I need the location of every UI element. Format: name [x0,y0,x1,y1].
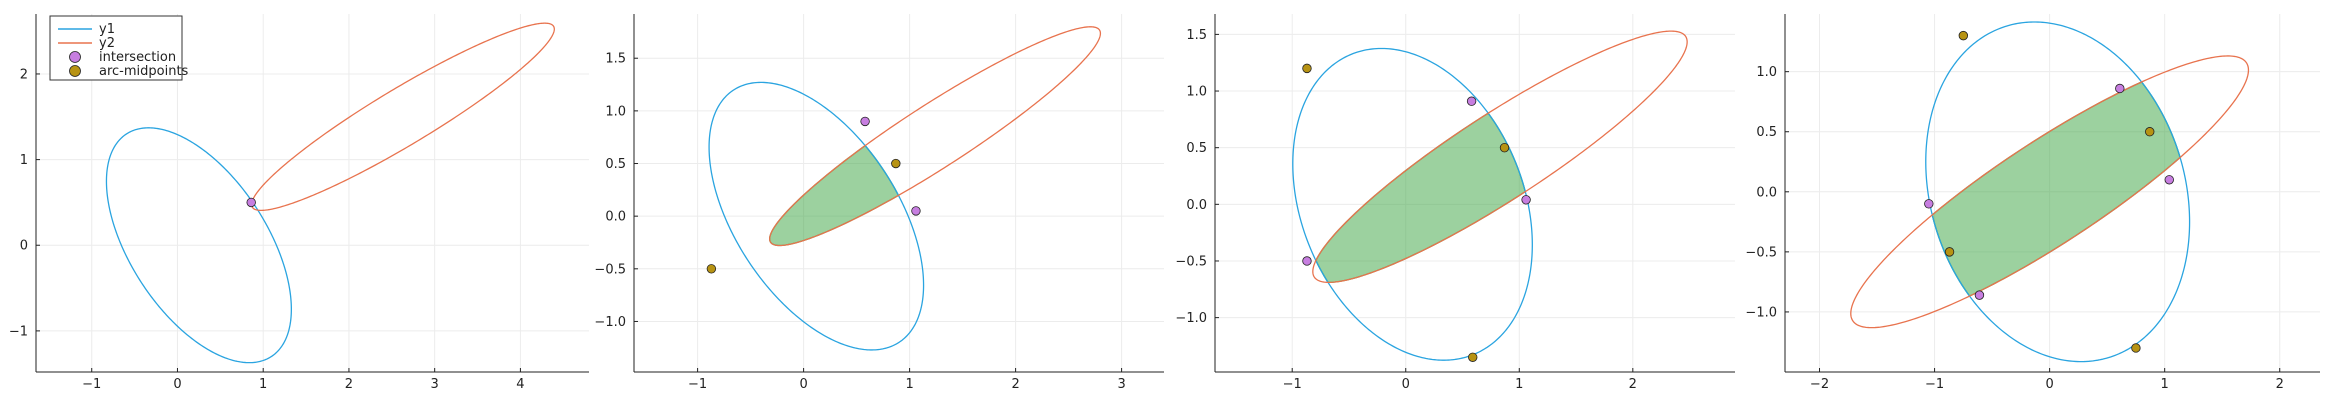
series-y2-curve [1850,55,2250,329]
y-tick-label: −1.0 [1175,311,1207,326]
intersection-marker [1521,195,1531,205]
y-tick-label: 1 [20,153,28,168]
x-tick-label: 2 [1011,377,1019,392]
series-y1-curve [708,81,925,351]
intersection-marker [911,206,921,216]
intersection-marker [2164,175,2174,185]
intersection-fill-region [1315,112,1527,284]
plot-area [1292,30,1688,362]
x-tick-label: 0 [799,377,807,392]
plot-area [105,22,555,364]
y-tick-label: 0.0 [1756,185,1777,200]
legend-marker-intersection [69,51,81,63]
y-tick-label: −1.0 [594,315,626,330]
subplot-4: −2 −1 0 1 2 −1.0 −0.5 0.0 0.5 1.0 [1745,14,2320,392]
y-tick-label: −0.5 [1745,245,1777,260]
series-y2-curve [1312,30,1688,284]
x-tick-label: −1 [1283,377,1302,392]
y-tick-label: 0.0 [605,210,626,225]
y-tick-label: 1.5 [605,52,626,67]
legend-label-intersection: intersection [99,50,176,65]
arc-midpoint-marker [1302,63,1312,74]
arc-midpoint-marker [1468,352,1478,362]
legend-marker-arc-midpoints [69,65,81,77]
arc-midpoint-marker [1958,30,1969,41]
plot-area [706,26,1102,351]
series-y1-curve [105,127,292,364]
legend-label-arc-midpoints: arc-midpoints [99,64,189,79]
subplot-2: −1 0 1 2 3 −1.0 −0.5 0.0 0.5 1.0 1.5 [594,14,1164,392]
y-tick-label: −0.5 [1175,254,1207,269]
y-tick-label: 0.0 [1186,198,1207,213]
x-tick-label: 3 [1117,377,1125,392]
subplot-1: −1 0 1 2 3 4 −1 0 1 2 [9,14,589,392]
arc-midpoint-marker [2145,127,2155,137]
legend: y1 y2 intersection arc-midpoints [49,15,189,81]
x-tick-label: −1 [1925,377,1944,392]
y-tick-label: 2 [20,67,28,82]
intersection-marker [1924,199,1934,209]
y-tick-label: −0.5 [594,262,626,277]
series-y2-curve [250,22,555,212]
x-tick-label: 1 [905,377,913,392]
y-tick-label: 0.5 [605,157,626,172]
intersection-marker [1302,256,1312,266]
intersection-fill-region [769,144,900,247]
series-y1-curve [1925,21,2191,363]
x-tick-label: 2 [2276,377,2284,392]
y-tick-label: 0.5 [1186,141,1207,156]
x-tick-label: 2 [1629,377,1637,392]
x-tick-label: 0 [173,377,181,392]
intersection-marker [860,116,870,127]
y-tick-label: 0.5 [1756,125,1777,140]
intersection-marker [2115,83,2125,94]
x-tick-label: 3 [431,377,439,392]
arc-midpoint-marker [1499,142,1510,153]
x-tick-label: 4 [516,377,524,392]
series-y1-curve [1292,47,1533,361]
arc-midpoint-marker [891,158,901,169]
x-tick-label: −1 [82,377,101,392]
intersection-marker [246,197,256,208]
intersection-marker [1466,96,1477,106]
y-tick-label: 1.0 [605,104,626,119]
arc-midpoint-marker [1944,247,1955,257]
legend-label-y2: y2 [99,36,115,51]
y-tick-label: 1.5 [1186,28,1207,43]
x-tick-label: 1 [259,377,267,392]
legend-label-y1: y1 [99,22,115,37]
intersection-fill-region [1931,81,2181,297]
plot-area [1850,21,2250,363]
x-tick-label: −1 [688,377,707,392]
y-tick-label: 0 [20,239,28,254]
x-tick-label: 0 [1402,377,1410,392]
intersection-marker [1974,290,1985,300]
x-tick-label: 1 [1515,377,1523,392]
x-tick-label: −2 [1810,377,1829,392]
subplot-3: −1 0 1 2 −1.0 −0.5 0.0 0.5 1.0 1.5 [1175,14,1735,392]
y-tick-label: −1.0 [1745,305,1777,320]
y-tick-label: 1.0 [1756,65,1777,80]
x-tick-label: 2 [345,377,353,392]
x-tick-label: 1 [2161,377,2169,392]
arc-midpoint-marker [706,264,717,274]
arc-midpoint-marker [2131,343,2141,353]
y-tick-label: 1.0 [1186,85,1207,100]
y-tick-label: −1 [9,324,28,339]
x-tick-label: 0 [2045,377,2053,392]
series-y2-curve [769,26,1102,247]
